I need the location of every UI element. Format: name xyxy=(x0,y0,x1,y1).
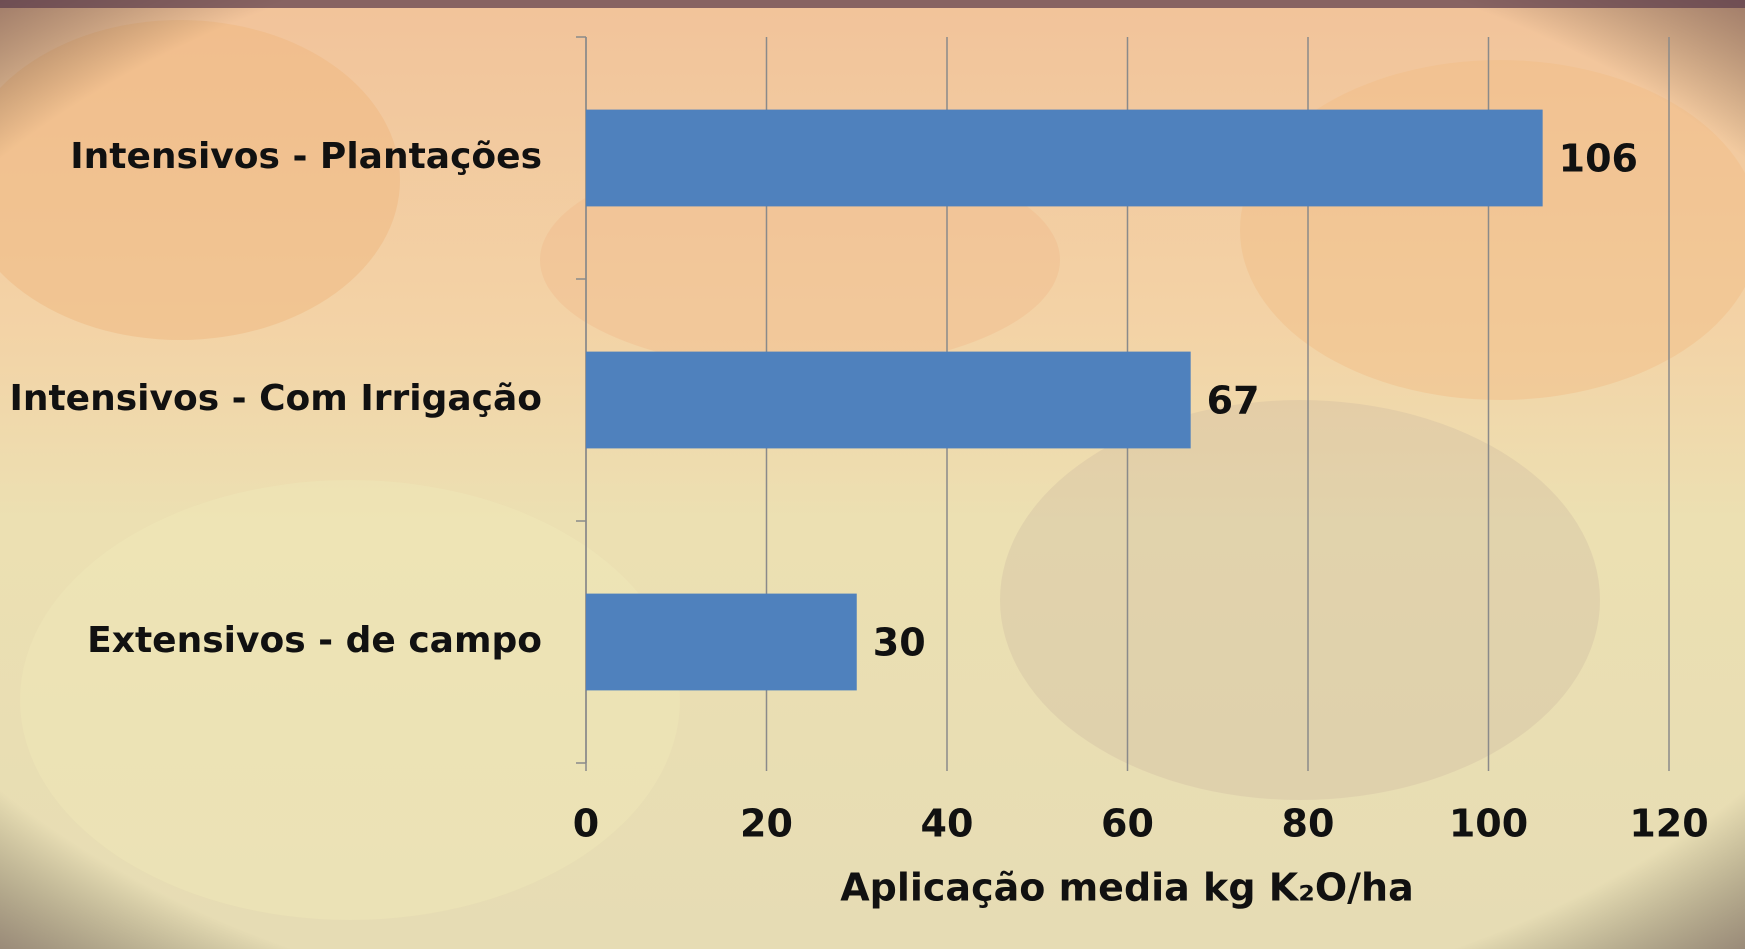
bar xyxy=(586,594,857,691)
chart: Aplicação media kg K₂O/ha 0 20 40 60 80 100 12… xyxy=(0,0,1745,949)
x-axis-title: Aplicação media kg K₂O/ha xyxy=(840,866,1413,910)
x-tick-label: 80 xyxy=(1282,802,1335,846)
data-label: 67 xyxy=(1207,379,1260,423)
x-tick-label: 20 xyxy=(740,802,793,846)
x-tick-label: 100 xyxy=(1449,802,1528,846)
y-tick-label: Intensivos - Com Irrigação xyxy=(9,378,542,419)
x-tick-label: 60 xyxy=(1101,802,1154,846)
bar xyxy=(586,110,1543,207)
y-tick-label: Extensivos - de campo xyxy=(87,620,542,661)
data-label: 30 xyxy=(873,621,926,665)
bar xyxy=(586,352,1191,449)
x-tick-label: 40 xyxy=(921,802,974,846)
x-tick-label: 120 xyxy=(1629,802,1708,846)
data-label: 106 xyxy=(1559,137,1638,181)
y-tick-label: Intensivos - Plantações xyxy=(70,136,542,177)
x-tick-label: 0 xyxy=(573,802,599,846)
